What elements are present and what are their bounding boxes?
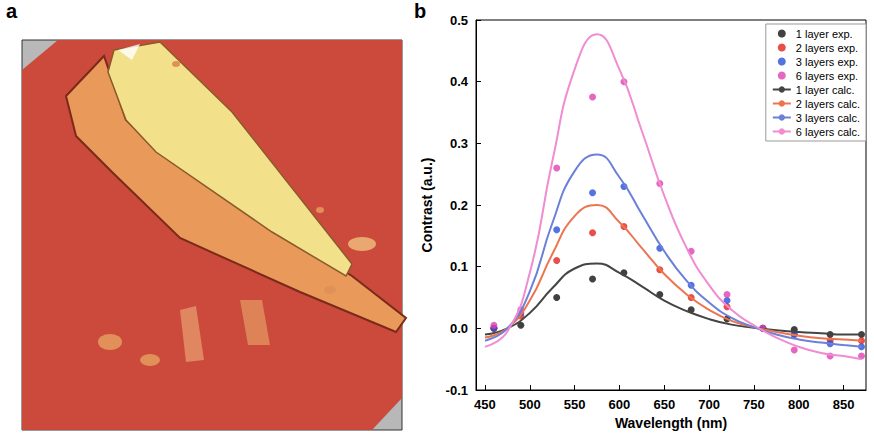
svg-text:600: 600 — [609, 397, 631, 412]
svg-text:0.5: 0.5 — [450, 13, 468, 28]
svg-text:Wavelength (nm): Wavelength (nm) — [615, 415, 727, 431]
svg-text:0.0: 0.0 — [450, 321, 468, 336]
html-text:a: a — [6, 0, 18, 22]
svg-text:6 layers exp.: 6 layers exp. — [796, 70, 858, 82]
svg-text:2 layers exp.: 2 layers exp. — [796, 42, 858, 54]
svg-text:Contrast (a.u.): Contrast (a.u.) — [419, 158, 435, 253]
svg-text:750: 750 — [743, 397, 765, 412]
svg-text:1 layer exp.: 1 layer exp. — [796, 28, 853, 40]
svg-text:800: 800 — [788, 397, 810, 412]
svg-text:850: 850 — [833, 397, 855, 412]
svg-text:-0.1: -0.1 — [446, 383, 468, 398]
svg-text:450: 450 — [474, 397, 496, 412]
svg-text:700: 700 — [698, 397, 720, 412]
svg-text:0.4: 0.4 — [450, 74, 469, 89]
svg-text:0.2: 0.2 — [450, 198, 468, 213]
html-text:b: b — [414, 0, 427, 22]
svg-text:3 layers exp.: 3 layers exp. — [796, 56, 858, 68]
svg-text:500: 500 — [519, 397, 541, 412]
svg-text:0.3: 0.3 — [450, 136, 468, 151]
svg-text:550: 550 — [564, 397, 586, 412]
svg-text:2 layers calc.: 2 layers calc. — [796, 98, 860, 110]
svg-text:6 layers calc.: 6 layers calc. — [796, 126, 860, 138]
svg-text:3 layers calc.: 3 layers calc. — [796, 112, 860, 124]
svg-text:1 layer calc.: 1 layer calc. — [796, 84, 855, 96]
svg-text:650: 650 — [653, 397, 675, 412]
svg-text:0.1: 0.1 — [450, 259, 468, 274]
